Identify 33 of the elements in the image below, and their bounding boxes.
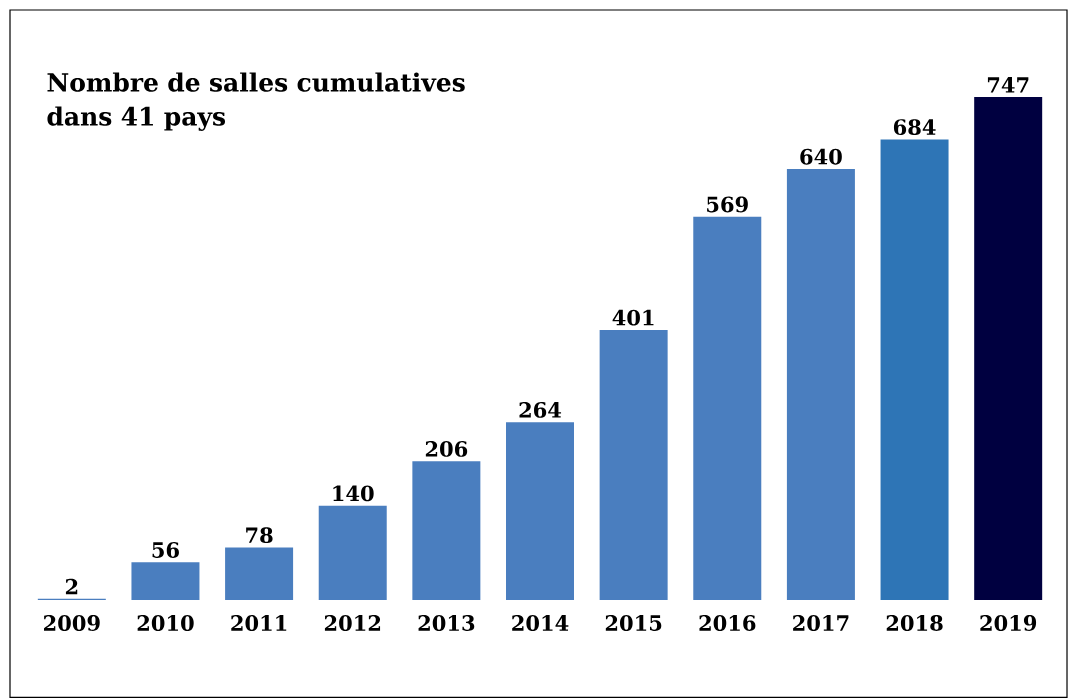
x-tick-label: 2010 — [137, 615, 194, 631]
bar — [786, 169, 855, 600]
bar — [693, 216, 762, 600]
bar — [412, 461, 481, 600]
x-tick-label: 2014 — [512, 615, 569, 631]
x-tick-label: 2009 — [44, 615, 100, 631]
data-label: 56 — [152, 542, 179, 558]
bar — [974, 96, 1043, 600]
data-label: 401 — [612, 309, 654, 326]
data-label: 2 — [65, 578, 78, 595]
data-label: 684 — [893, 119, 936, 135]
x-tick-label: 2013 — [418, 615, 475, 631]
x-tick-label: 2011 — [231, 615, 287, 631]
bar — [318, 505, 387, 600]
data-label: 140 — [333, 485, 374, 502]
data-label: 747 — [987, 77, 1029, 93]
x-tick-label: 2017 — [793, 615, 849, 631]
bar — [225, 547, 294, 600]
data-label: 569 — [707, 196, 748, 213]
x-tick-label: 2015 — [605, 615, 662, 631]
data-label: 264 — [519, 401, 562, 418]
x-tick-label: 2016 — [699, 615, 756, 631]
data-label: 78 — [246, 527, 273, 544]
bar — [599, 329, 668, 600]
bar — [880, 139, 949, 600]
bar — [131, 562, 200, 600]
chart-title: Nombre de salles cumulatives dans 41 pays — [47, 72, 465, 131]
x-tick-label: 2012 — [324, 615, 381, 631]
data-label: 640 — [800, 148, 842, 165]
x-tick-label: 2018 — [886, 615, 943, 631]
data-label: 206 — [425, 441, 468, 457]
bar — [506, 422, 574, 600]
x-tick-label: 2019 — [980, 615, 1037, 631]
